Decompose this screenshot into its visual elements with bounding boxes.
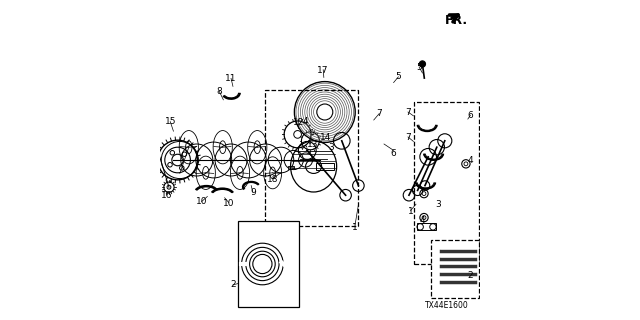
Bar xyxy=(414,102,479,264)
Text: 13: 13 xyxy=(307,140,319,149)
Text: 6: 6 xyxy=(468,111,473,120)
Text: 5: 5 xyxy=(417,63,422,72)
Bar xyxy=(238,221,300,307)
Text: 11: 11 xyxy=(225,74,237,83)
Bar xyxy=(431,240,479,298)
Text: TX44E1600: TX44E1600 xyxy=(425,301,468,310)
Text: 12: 12 xyxy=(292,118,304,127)
Text: 3: 3 xyxy=(328,143,334,152)
Text: 1: 1 xyxy=(353,223,358,232)
Text: 8: 8 xyxy=(216,87,222,96)
Bar xyxy=(417,223,436,230)
Text: 10: 10 xyxy=(223,199,234,208)
Text: 6: 6 xyxy=(391,149,396,158)
Text: 4: 4 xyxy=(420,216,425,225)
Text: 17: 17 xyxy=(317,66,329,75)
Text: 2: 2 xyxy=(468,271,473,280)
Text: 4: 4 xyxy=(468,156,473,164)
Text: 16: 16 xyxy=(161,191,172,200)
Bar xyxy=(316,163,334,170)
Text: 10: 10 xyxy=(196,197,207,206)
Text: 7: 7 xyxy=(405,108,411,116)
Text: 14: 14 xyxy=(320,133,332,142)
Text: 18: 18 xyxy=(267,175,278,184)
Text: 2: 2 xyxy=(230,280,236,289)
Text: 3: 3 xyxy=(436,200,441,209)
Text: 1: 1 xyxy=(408,207,413,216)
Circle shape xyxy=(419,61,426,67)
Text: 4: 4 xyxy=(303,117,308,126)
Text: 5: 5 xyxy=(396,72,401,81)
Bar xyxy=(265,90,358,226)
Text: 7: 7 xyxy=(376,109,382,118)
Bar xyxy=(288,166,294,169)
Text: 7: 7 xyxy=(405,133,411,142)
Text: 15: 15 xyxy=(164,117,176,126)
Text: 9: 9 xyxy=(250,188,255,197)
Text: FR.: FR. xyxy=(445,14,468,27)
